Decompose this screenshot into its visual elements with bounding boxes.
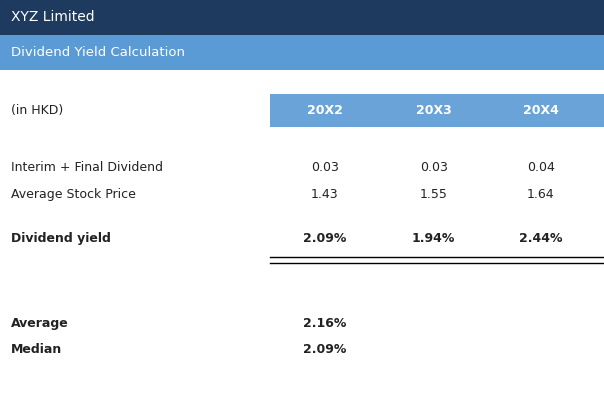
Text: 20X2: 20X2 <box>307 104 343 118</box>
Text: 0.03: 0.03 <box>420 162 448 174</box>
Text: 1.43: 1.43 <box>311 189 339 201</box>
Text: (in HKD): (in HKD) <box>11 104 63 118</box>
Text: 0.03: 0.03 <box>311 162 339 174</box>
Text: 2.44%: 2.44% <box>519 232 562 245</box>
Text: 2.09%: 2.09% <box>303 232 347 245</box>
Text: 20X3: 20X3 <box>416 104 452 118</box>
Text: Average: Average <box>11 317 69 330</box>
Text: 0.04: 0.04 <box>527 162 554 174</box>
Text: 1.64: 1.64 <box>527 189 554 201</box>
Text: Median: Median <box>11 343 62 356</box>
FancyBboxPatch shape <box>0 0 604 35</box>
Text: 1.94%: 1.94% <box>412 232 455 245</box>
Text: 1.55: 1.55 <box>420 189 448 201</box>
Text: 2.16%: 2.16% <box>303 317 347 330</box>
FancyBboxPatch shape <box>0 35 604 70</box>
Text: Dividend yield: Dividend yield <box>11 232 111 245</box>
Text: Average Stock Price: Average Stock Price <box>11 189 136 201</box>
FancyBboxPatch shape <box>270 94 604 127</box>
Text: XYZ Limited: XYZ Limited <box>11 10 94 25</box>
Text: Dividend Yield Calculation: Dividend Yield Calculation <box>11 46 185 59</box>
Text: Interim + Final Dividend: Interim + Final Dividend <box>11 162 163 174</box>
Text: 20X4: 20X4 <box>522 104 559 118</box>
Text: 2.09%: 2.09% <box>303 343 347 356</box>
